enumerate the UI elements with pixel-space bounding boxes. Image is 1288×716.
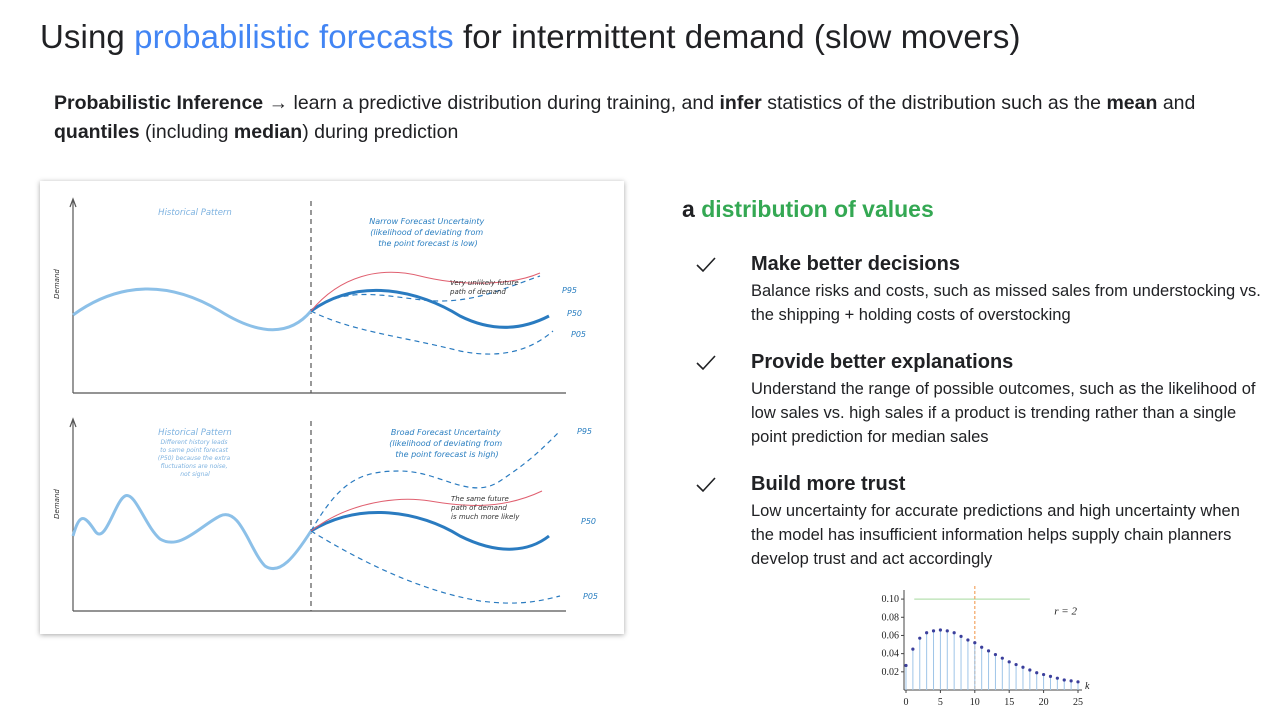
data-point — [1069, 679, 1073, 683]
y-tick-label: 0.10 — [882, 594, 900, 605]
data-point — [931, 629, 936, 633]
intro-term: Probabilistic Inference — [54, 92, 264, 114]
top-history-line — [72, 287, 313, 332]
data-point — [993, 652, 998, 657]
bottom-ylabel: Demand — [53, 489, 61, 519]
data-point — [1062, 678, 1066, 682]
bottom-right-label: Broad Forecast Uncertainty (likelihood o… — [389, 428, 505, 459]
bottom-left-note: Different history leads to same point fo… — [158, 439, 232, 478]
intro-mean: mean — [1106, 92, 1158, 114]
data-point — [1076, 680, 1080, 684]
check-icon — [696, 257, 716, 273]
title-suffix: for intermittent demand (slow movers) — [453, 18, 1021, 55]
y-tick-label: 0.06 — [882, 630, 900, 641]
bottom-p50-label: P50 — [581, 517, 596, 526]
data-point — [952, 631, 956, 635]
bottom-p05-label: P05 — [583, 592, 598, 601]
top-right-label: Narrow Forecast Uncertainty (likelihood … — [369, 217, 487, 248]
bottom-p95-line — [310, 430, 561, 532]
data-point — [918, 636, 922, 640]
x-axis-label: k — [1085, 681, 1090, 692]
benefit-description: Understand the range of possible outcome… — [751, 380, 1256, 446]
y-tick-label: 0.02 — [882, 667, 900, 678]
pmf-chart: 0.02 0.04 0.06 0.08 0.10 0 5 10 15 20 25k r = 2 — [882, 586, 1090, 708]
data-point — [980, 645, 984, 649]
top-p50-line — [310, 288, 550, 329]
bottom-likely-path — [310, 490, 543, 532]
top-p95-label: P95 — [562, 286, 577, 295]
data-point — [938, 628, 942, 632]
top-p05-line — [310, 310, 554, 355]
intro-part5: ) during prediction — [302, 121, 459, 143]
forecast-figure: Demand Historical Pattern Narrow Forecas… — [40, 181, 624, 634]
top-panel: Demand Historical Pattern Narrow Forecas… — [53, 197, 586, 394]
intro-part2: statistics of the distribution such as t… — [761, 92, 1107, 114]
title-highlight: probabilistic forecasts — [134, 18, 454, 55]
intro-infer: infer — [719, 92, 762, 114]
data-point — [945, 629, 949, 633]
x-tick-label: 15 — [1004, 697, 1014, 708]
distribution-highlight: distribution of values — [701, 196, 934, 222]
benefit-title: Build more trust — [751, 473, 906, 495]
intro-quantiles: quantiles — [54, 121, 140, 143]
data-point — [966, 638, 970, 642]
forecast-illustration: Demand Historical Pattern Narrow Forecas… — [53, 197, 598, 612]
intro-part1: learn a predictive distribution during t… — [293, 92, 720, 114]
data-point — [925, 631, 929, 635]
benefit-description: Low uncertainty for accurate predictions… — [751, 502, 1240, 568]
x-tick-label: 5 — [938, 697, 943, 708]
check-icon — [696, 355, 716, 371]
slide-title: Using probabilistic forecasts for interm… — [40, 18, 1021, 56]
y-tick-label: 0.04 — [882, 649, 900, 660]
bottom-left-label: Historical Pattern — [158, 428, 232, 438]
top-y-axis-arrow — [69, 197, 77, 208]
bottom-p50-line — [310, 511, 550, 551]
check-icon — [696, 477, 716, 493]
data-point — [1035, 671, 1039, 675]
x-tick-label: 25 — [1073, 697, 1083, 708]
x-tick-label: 10 — [970, 697, 980, 708]
bottom-p95-label: P95 — [577, 427, 592, 436]
x-tick-label: 20 — [1039, 697, 1049, 708]
bottom-panel: Demand Historical Pattern Different hist… — [53, 417, 598, 612]
data-point — [911, 647, 915, 651]
bottom-note: The same future path of demand is much m… — [450, 495, 520, 521]
bottom-history-line — [71, 494, 313, 570]
intro-part3: and — [1157, 92, 1196, 114]
top-p50-label: P50 — [567, 309, 582, 318]
bottom-y-axis-arrow — [69, 417, 77, 428]
r-annotation: r = 2 — [1054, 606, 1077, 618]
data-point — [1042, 672, 1046, 677]
intro-part4: (including — [139, 121, 234, 143]
benefit-description: Balance risks and costs, such as missed … — [751, 282, 1261, 324]
distribution-prefix: a — [682, 196, 702, 222]
data-point — [1014, 662, 1018, 667]
top-left-label: Historical Pattern — [158, 208, 232, 218]
intro-text: Probabilistic Inference → learn a predic… — [54, 89, 1234, 147]
data-point — [1007, 660, 1011, 664]
top-ylabel: Demand — [53, 269, 61, 299]
intro-median: median — [233, 121, 303, 143]
top-p05-label: P05 — [571, 330, 586, 339]
data-point — [1028, 668, 1032, 672]
bottom-p05-line — [310, 530, 561, 604]
x-tick-label: 0 — [904, 697, 909, 708]
title-prefix: Using — [40, 18, 135, 55]
data-point — [973, 641, 977, 645]
benefit-title: Provide better explanations — [751, 351, 1014, 373]
top-p95-line — [310, 275, 541, 312]
data-point — [904, 663, 908, 668]
data-point — [959, 634, 963, 638]
intro-arrow: → — [263, 92, 294, 114]
data-point — [1048, 674, 1053, 678]
distribution-heading: a distribution of values — [682, 196, 934, 223]
data-point — [986, 649, 991, 653]
data-point — [1055, 676, 1059, 680]
data-point — [1021, 665, 1025, 669]
y-tick-label: 0.08 — [882, 612, 900, 623]
top-unlikely-path — [310, 271, 541, 312]
data-point — [1000, 656, 1004, 660]
top-note: Very unlikely future path of demand — [449, 279, 521, 296]
benefit-title: Make better decisions — [751, 253, 960, 275]
